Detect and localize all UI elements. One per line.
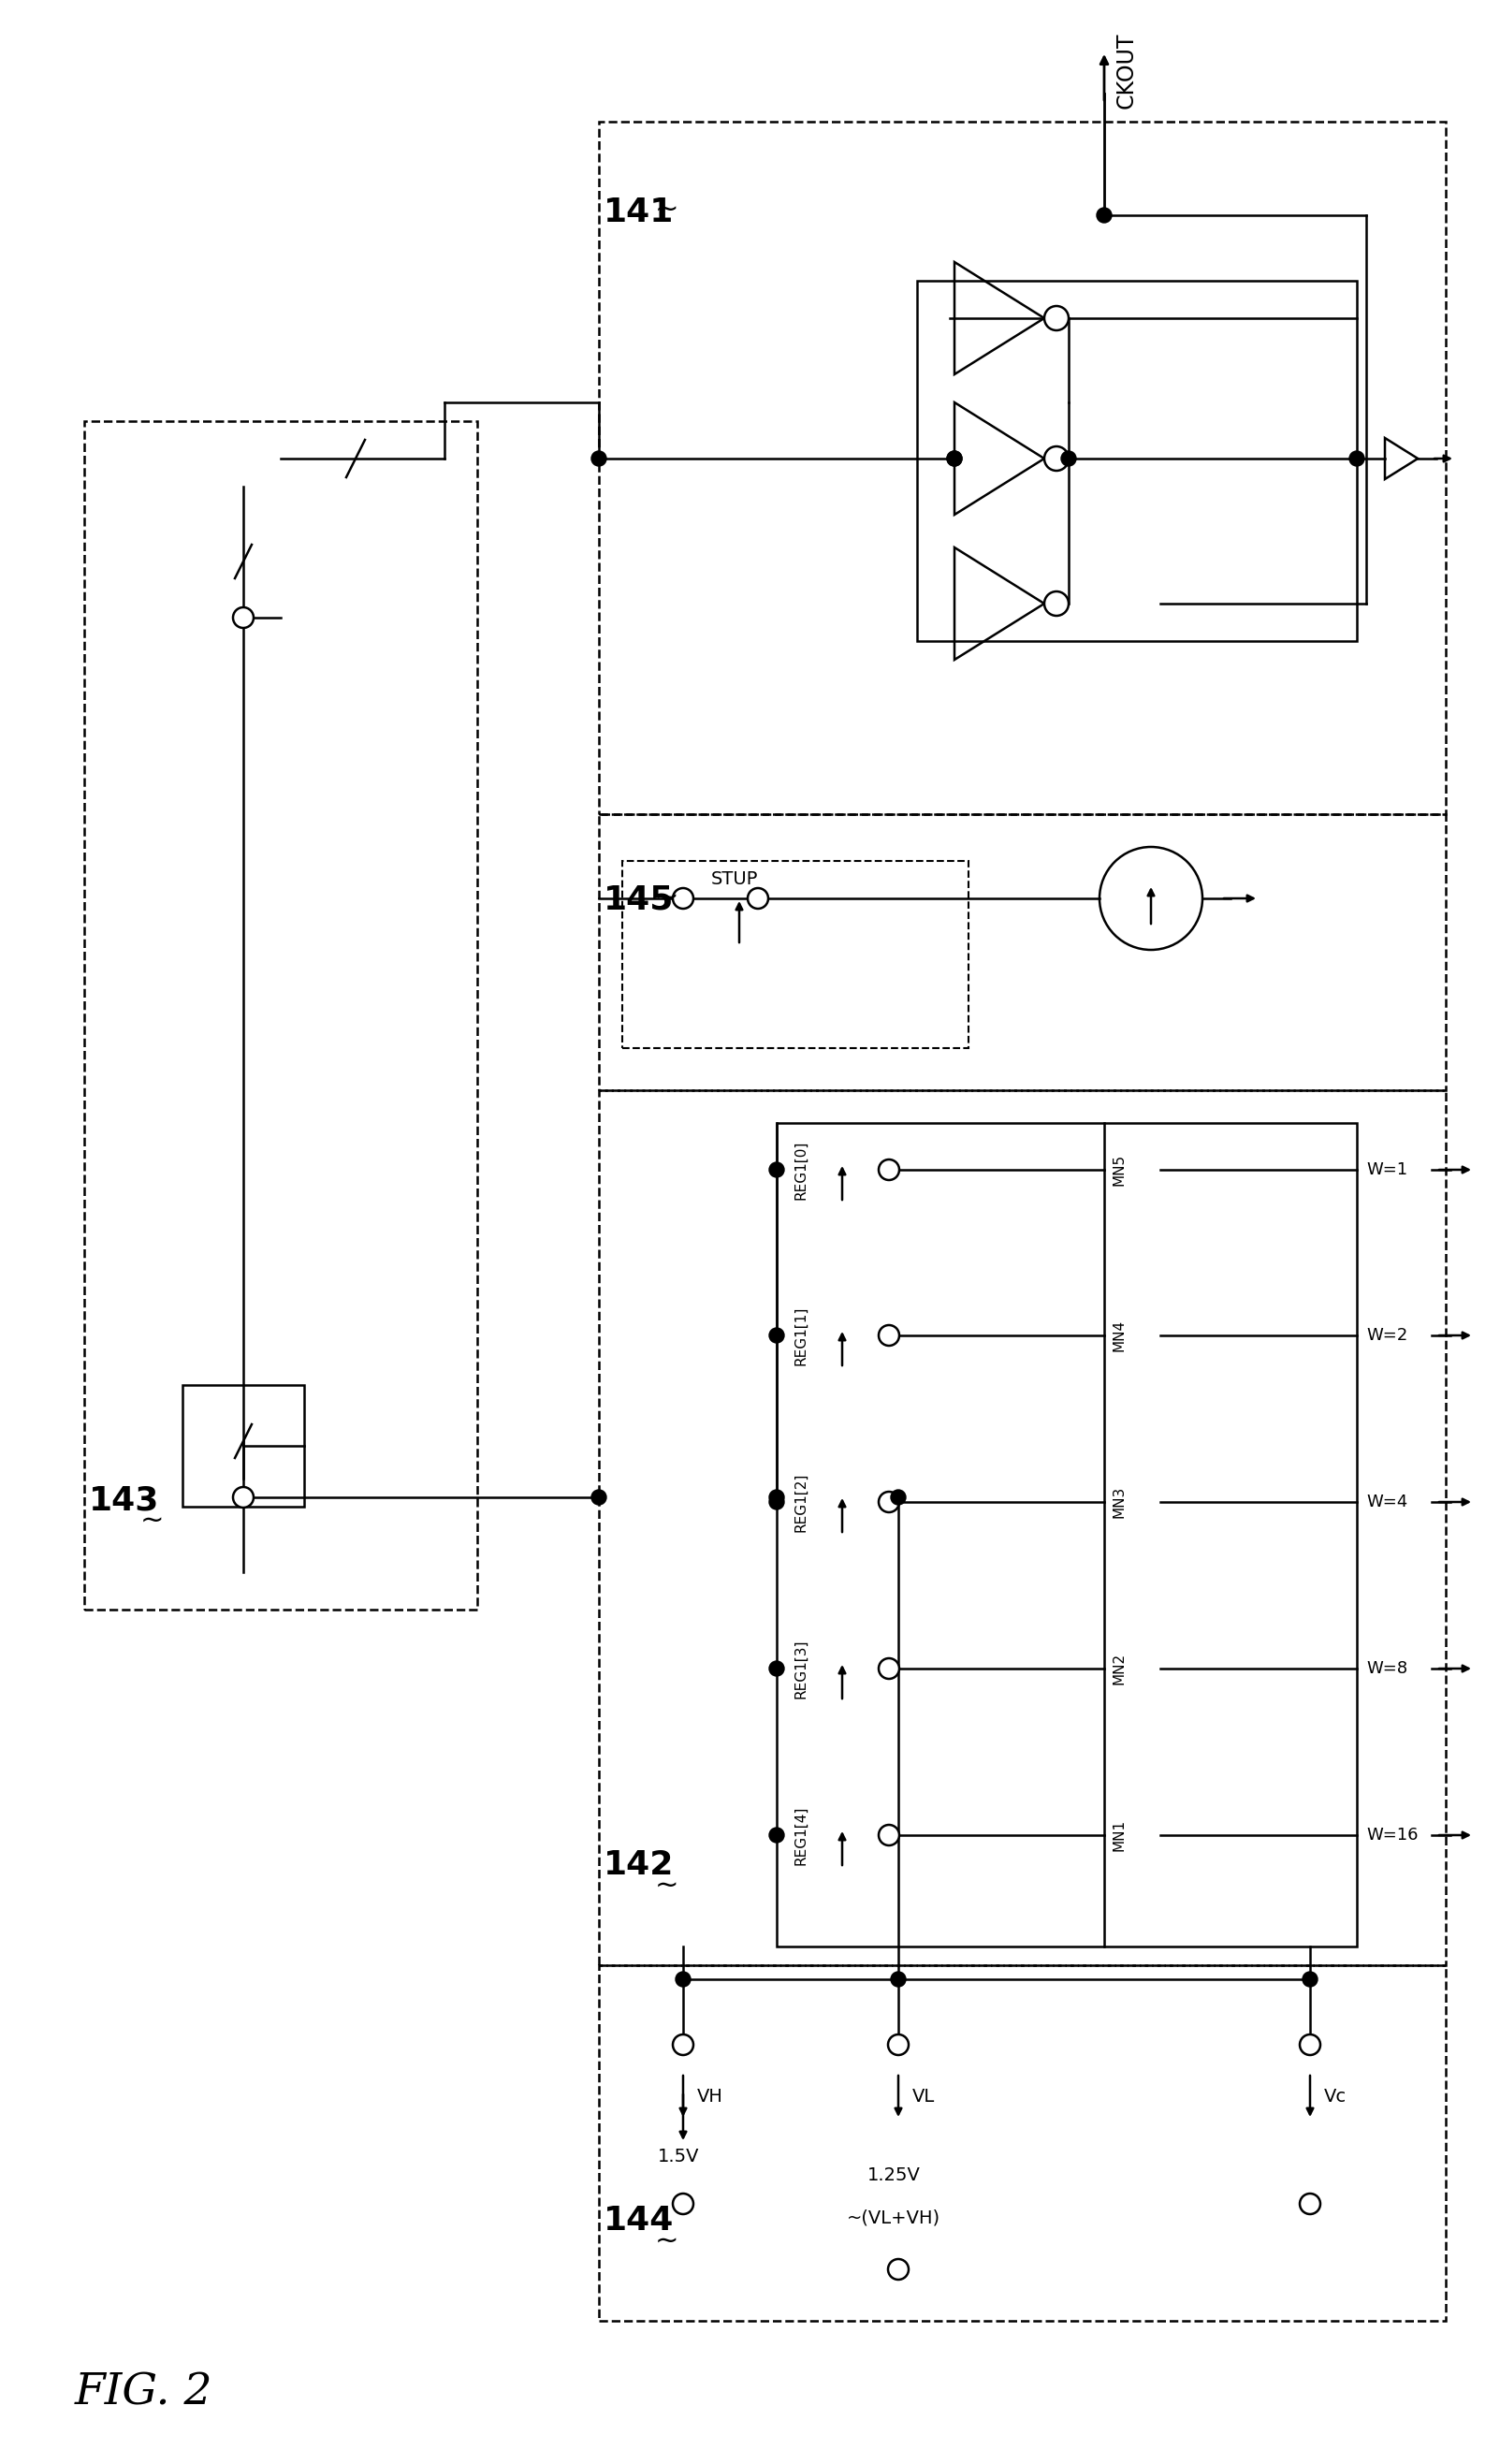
Text: STUP: STUP [711,870,758,887]
Text: CKOUT: CKOUT [1116,32,1139,108]
Text: MN5: MN5 [1112,1153,1125,1185]
Text: REG1[1]: REG1[1] [794,1306,807,1365]
Circle shape [947,451,962,466]
Text: Vc: Vc [1324,2087,1347,2104]
Bar [777,1124,1358,1947]
Text: W=4: W=4 [1367,1493,1407,1510]
Circle shape [770,1828,784,1843]
Bar [598,1089,1446,1966]
Circle shape [674,2035,693,2055]
Circle shape [1044,591,1068,616]
Text: 144: 144 [603,2205,674,2237]
Circle shape [770,1496,784,1510]
Bar [598,121,1446,813]
Circle shape [879,1658,900,1678]
Text: MN2: MN2 [1112,1653,1125,1685]
Circle shape [1302,1971,1317,1986]
Circle shape [879,1491,900,1513]
Text: 142: 142 [603,1848,674,1880]
Text: ~: ~ [656,197,680,224]
Text: REG1[4]: REG1[4] [794,1806,807,1865]
Circle shape [879,1826,900,1846]
Text: W=2: W=2 [1367,1328,1407,1343]
Circle shape [888,2259,909,2279]
Circle shape [1096,207,1112,222]
Circle shape [770,1163,784,1178]
Circle shape [888,2035,909,2055]
Text: VH: VH [698,2087,723,2104]
Text: MN3: MN3 [1112,1486,1125,1518]
Circle shape [591,451,606,466]
Text: MN4: MN4 [1112,1318,1125,1350]
Text: ~: ~ [656,1873,680,1900]
Bar [183,1385,304,1506]
Circle shape [1350,451,1365,466]
Text: 1.25V: 1.25V [867,2166,919,2186]
Bar [84,421,477,1609]
Circle shape [1300,2193,1320,2215]
Circle shape [747,887,768,909]
Text: 141: 141 [603,197,674,229]
Text: 1.5V: 1.5V [657,2149,699,2166]
Circle shape [232,1486,254,1508]
Text: W=1: W=1 [1367,1161,1407,1178]
Circle shape [770,1661,784,1676]
Text: 143: 143 [88,1483,159,1515]
Text: REG1[0]: REG1[0] [794,1141,807,1200]
Circle shape [1300,2035,1320,2055]
Circle shape [591,1491,606,1506]
Text: REG1[3]: REG1[3] [794,1639,807,1698]
Circle shape [1044,446,1068,471]
Circle shape [674,887,693,909]
Text: ~: ~ [656,2227,680,2255]
Circle shape [770,1328,784,1343]
Bar [598,1966,1446,2321]
Text: VL: VL [912,2087,935,2104]
Bar [598,813,1446,1089]
Circle shape [1044,306,1068,330]
Circle shape [891,1971,906,1986]
Circle shape [1060,451,1076,466]
Circle shape [232,606,254,628]
Text: ~(VL+VH): ~(VL+VH) [848,2210,940,2227]
Circle shape [891,1491,906,1506]
Circle shape [879,1161,900,1180]
Circle shape [675,1971,690,1986]
Circle shape [947,451,962,466]
Text: REG1[2]: REG1[2] [794,1473,807,1533]
Text: MN1: MN1 [1112,1818,1125,1850]
Circle shape [770,1491,784,1506]
Text: ~: ~ [141,1508,163,1535]
Bar [622,860,969,1047]
Text: W=8: W=8 [1367,1661,1407,1678]
Text: 145: 145 [603,885,674,917]
Text: W=16: W=16 [1367,1826,1418,1843]
Bar [916,281,1358,641]
Text: ~: ~ [656,885,680,912]
Circle shape [674,2193,693,2215]
Text: FIG. 2: FIG. 2 [75,2373,213,2415]
Circle shape [879,1326,900,1345]
